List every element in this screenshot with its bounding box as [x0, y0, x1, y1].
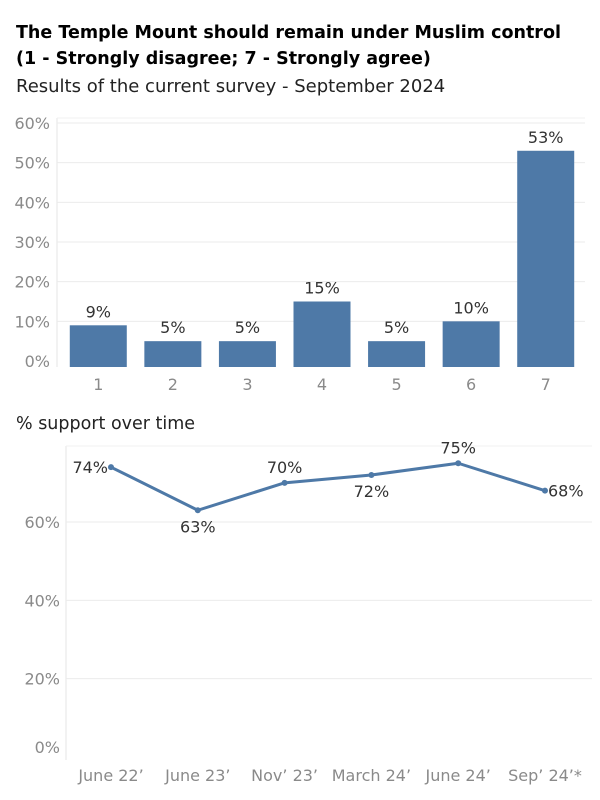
point-value-label: 75%: [440, 438, 476, 457]
data-point: [194, 507, 201, 514]
x-tick-label: March 24’: [332, 766, 411, 785]
x-tick-label: June 24’: [425, 766, 491, 785]
bar-value-label: 5%: [235, 318, 260, 337]
bar-value-label: 53%: [528, 128, 564, 147]
data-point: [281, 479, 288, 486]
bar: [442, 321, 500, 367]
x-tick-label: 7: [541, 375, 551, 394]
x-tick-label: 2: [168, 375, 178, 394]
bar-value-label: 15%: [304, 279, 340, 298]
chart-subtitle: Results of the current survey - Septembe…: [16, 76, 446, 97]
y-tick-label: 10%: [14, 312, 50, 331]
point-value-label: 68%: [548, 482, 584, 501]
x-tick-label: 3: [242, 375, 252, 394]
bar-chart: 0%10%20%30%40%50%60%9%15%25%315%45%510%6…: [14, 114, 585, 394]
x-tick-label: Nov’ 23’: [251, 766, 318, 785]
y-tick-label: 0%: [35, 738, 60, 757]
y-tick-label: 20%: [24, 670, 60, 689]
point-value-label: 74%: [72, 458, 108, 477]
bar: [368, 341, 426, 367]
y-tick-label: 30%: [14, 233, 50, 252]
y-tick-label: 60%: [14, 114, 50, 133]
x-tick-label: 6: [466, 375, 476, 394]
x-tick-label: Sep’ 24’*: [508, 766, 582, 785]
y-tick-label: 60%: [24, 513, 60, 532]
x-tick-label: 4: [317, 375, 327, 394]
bar: [218, 341, 276, 367]
data-point: [368, 472, 375, 478]
bar: [293, 301, 351, 367]
bar-value-label: 5%: [160, 318, 185, 337]
x-tick-label: June 23’: [164, 766, 230, 785]
bar: [144, 341, 202, 367]
y-tick-label: 40%: [14, 193, 50, 212]
bar-value-label: 9%: [86, 302, 111, 321]
data-point: [455, 460, 462, 467]
bar: [69, 325, 127, 367]
point-value-label: 70%: [267, 458, 303, 477]
x-tick-label: 1: [93, 375, 103, 394]
data-point: [542, 487, 548, 494]
point-value-label: 63%: [180, 517, 216, 536]
series-line: [110, 461, 546, 512]
data-point: [108, 464, 114, 471]
y-tick-label: 20%: [14, 273, 50, 292]
bar-value-label: 10%: [453, 298, 489, 317]
point-value-label: 72%: [354, 482, 390, 501]
x-tick-label: June 22’: [77, 766, 143, 785]
bar-value-label: 5%: [384, 318, 409, 337]
chart-title: The Temple Mount should remain under Mus…: [16, 23, 561, 69]
line-chart-title: % support over time: [16, 414, 196, 434]
bar: [517, 150, 575, 367]
y-tick-label: 0%: [25, 352, 50, 371]
y-tick-label: 40%: [24, 591, 60, 610]
x-tick-label: 5: [391, 375, 401, 394]
y-tick-label: 50%: [14, 154, 50, 173]
